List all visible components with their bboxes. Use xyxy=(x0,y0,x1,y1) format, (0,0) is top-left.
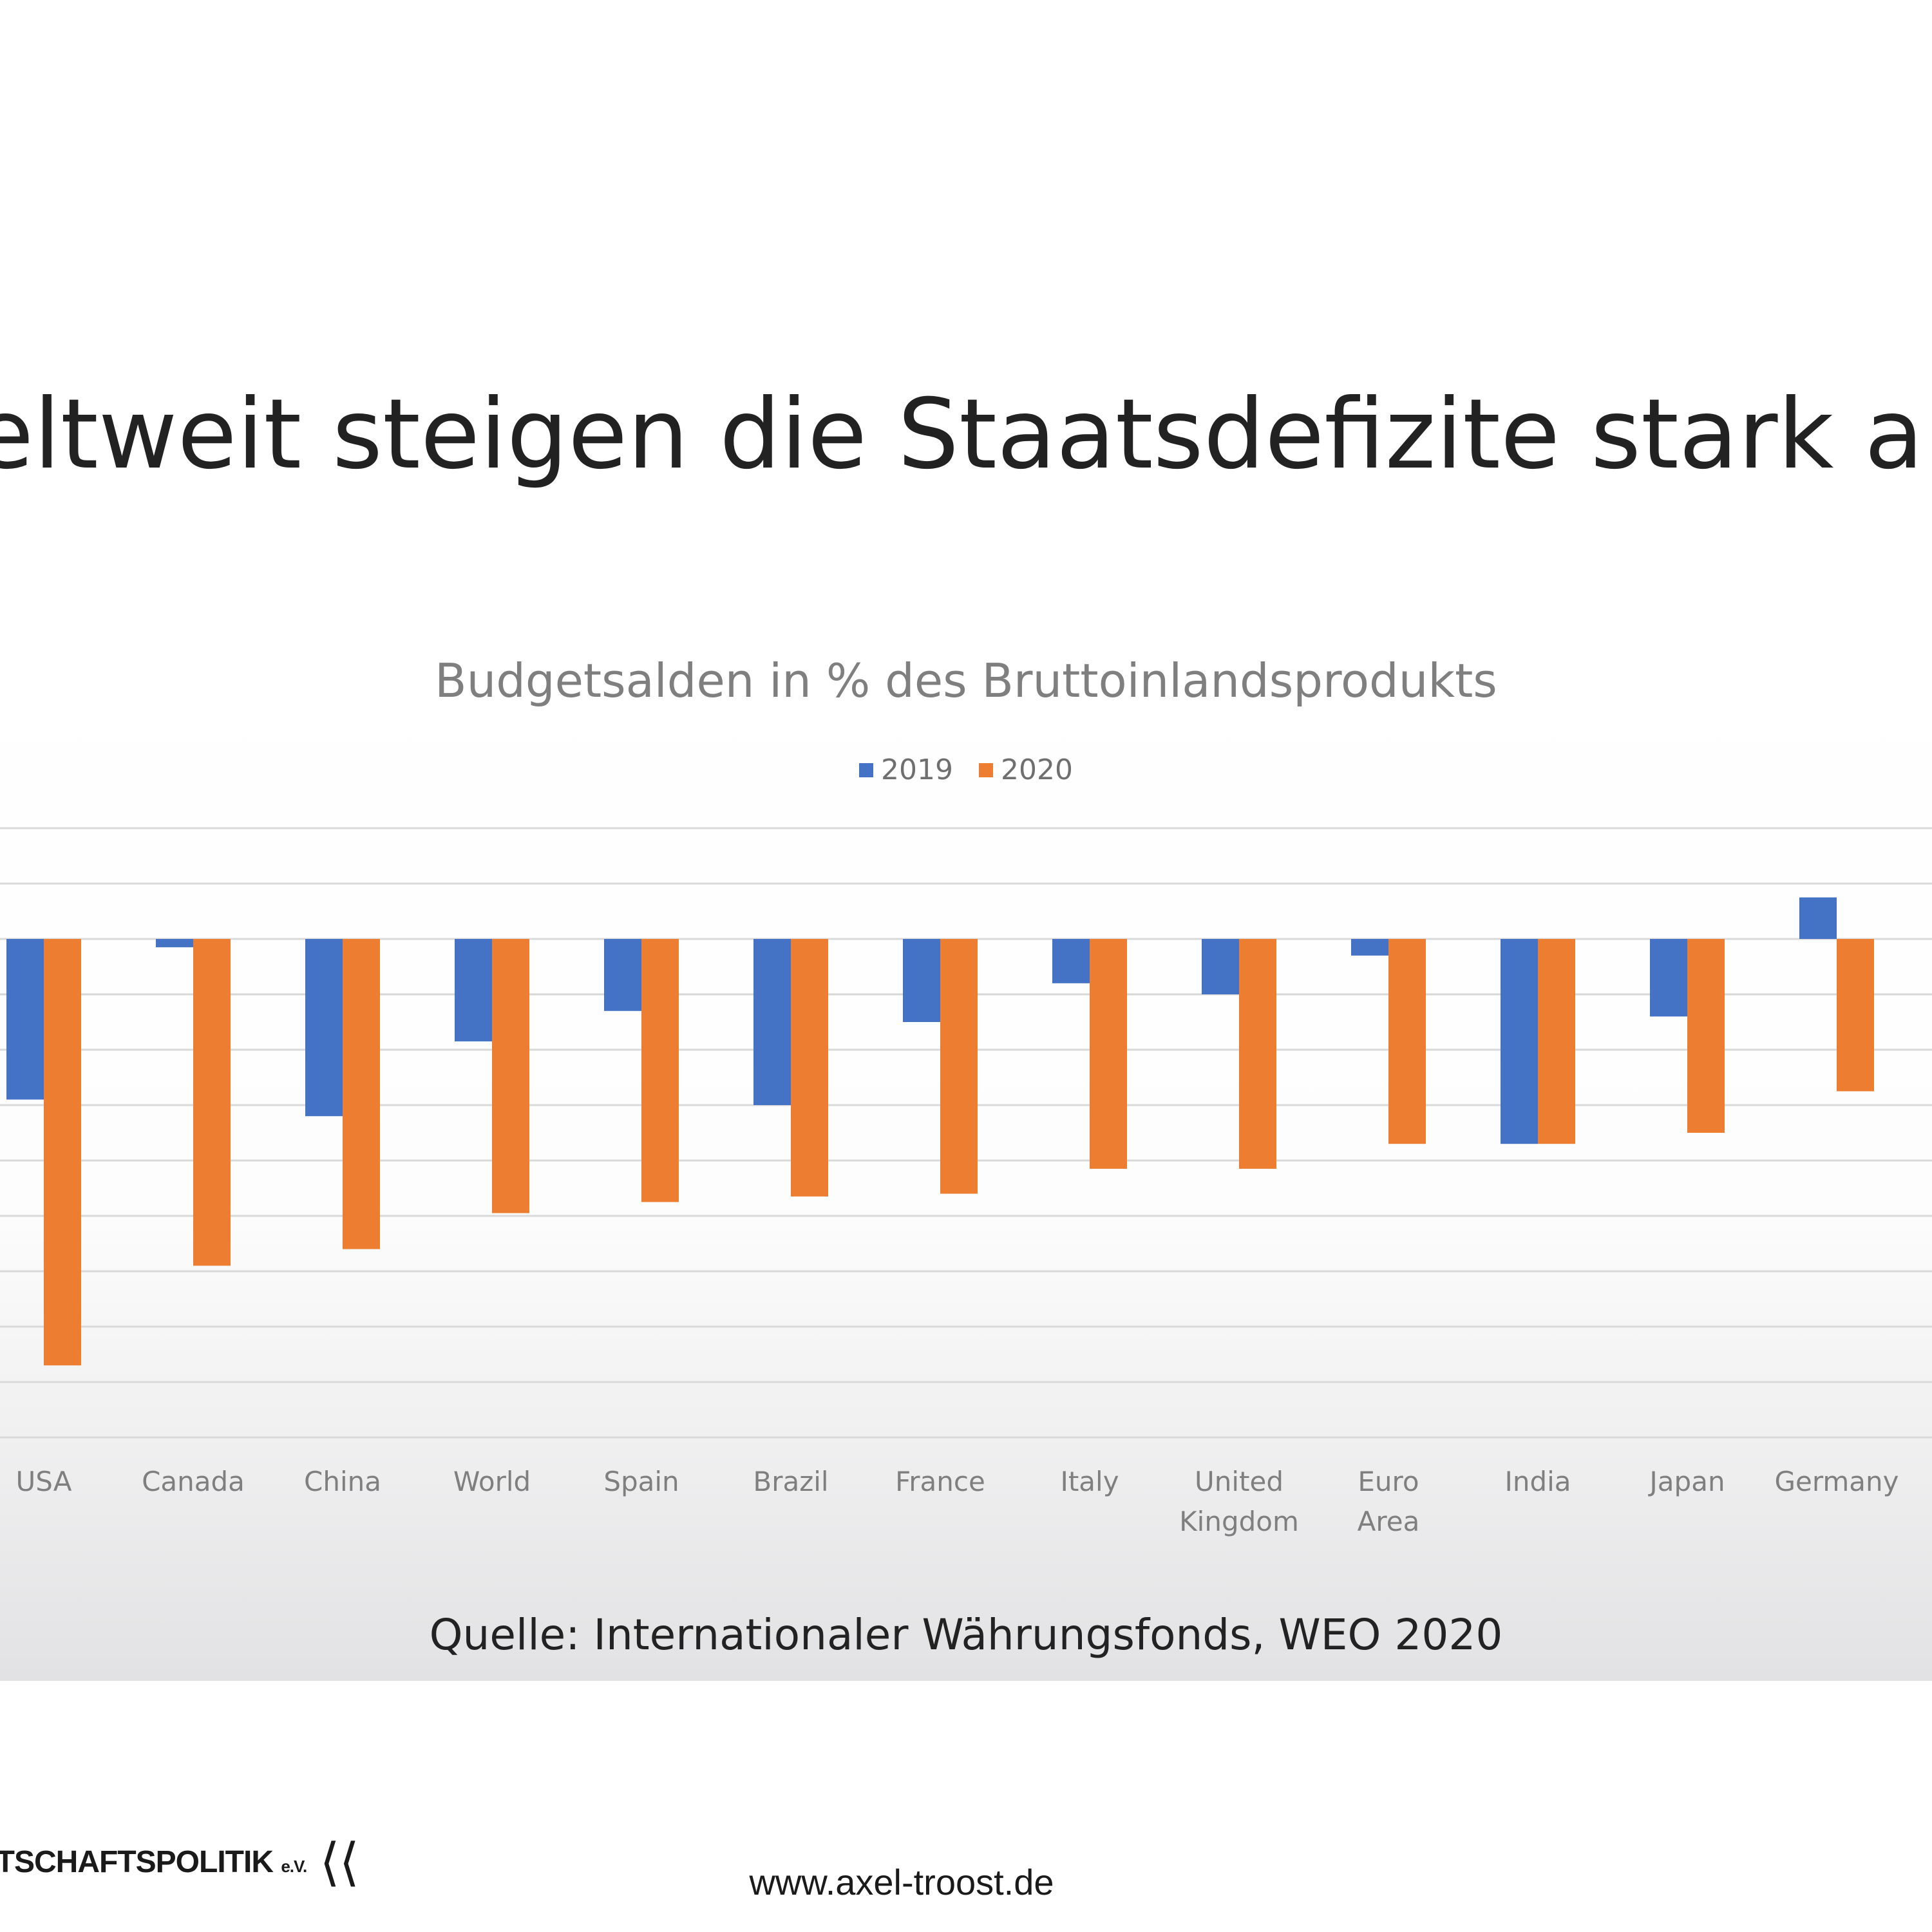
x-tick-label: Brazil xyxy=(753,1466,828,1497)
x-tick-label: France xyxy=(895,1466,985,1497)
source-note: Quelle: Internationaler Währungsfonds, W… xyxy=(429,1610,1503,1660)
bar-2020-brazil xyxy=(791,939,828,1197)
bar-2020-germany xyxy=(1837,939,1874,1092)
bar-2019-germany xyxy=(1799,897,1837,939)
bar-chart: USA Canada China World Spain Brazil France Ital… xyxy=(0,827,1932,1537)
legend-item-2019: 2019 xyxy=(859,753,953,786)
x-tick-label: China xyxy=(304,1466,381,1497)
chart-title: Budgetsalden in % des Bruttoinlandsprodu… xyxy=(435,654,1497,708)
bar-2019-brazil xyxy=(753,939,791,1105)
x-tick-label: World xyxy=(453,1466,531,1497)
x-tick-label: Japan xyxy=(1647,1466,1725,1497)
bar-2020-world xyxy=(492,939,529,1213)
legend-swatch-2019 xyxy=(859,762,874,777)
bar-2019-japan xyxy=(1650,939,1687,1017)
chart-area: USA Canada China World Spain Brazil France Ital… xyxy=(0,618,1932,1681)
x-tick-label: Germany xyxy=(1774,1466,1899,1497)
bar-2020-canada xyxy=(193,939,231,1266)
footer-url: www.axel-troost.de xyxy=(0,1861,1932,1903)
legend-label-2020: 2020 xyxy=(1001,753,1073,786)
bar-2020-united-kingdom xyxy=(1239,939,1276,1169)
bar-2019-euro-area xyxy=(1351,939,1388,956)
bar-2020-china xyxy=(343,939,380,1249)
x-tick-label: India xyxy=(1504,1466,1571,1497)
x-tick-label: Italy xyxy=(1060,1466,1119,1497)
chart-legend: 2019 2020 xyxy=(0,753,1932,786)
x-tick-label: United Kingdom xyxy=(1179,1466,1299,1537)
bar-2020-india xyxy=(1538,939,1575,1144)
bar-2019-france xyxy=(903,939,940,1022)
bar-2019-canada xyxy=(156,939,193,947)
legend-item-2020: 2020 xyxy=(979,753,1073,786)
bar-2020-france xyxy=(940,939,978,1194)
bar-2019-world xyxy=(455,939,492,1042)
bar-2019-spain xyxy=(604,939,641,1011)
x-tick-label: Euro Area xyxy=(1358,1466,1420,1537)
bar-2020-italy xyxy=(1090,939,1127,1169)
legend-label-2019: 2019 xyxy=(881,753,953,786)
x-tick-label: USA xyxy=(16,1466,72,1497)
logo-arrows-icon: ⟨⟨ xyxy=(319,1833,359,1891)
bar-2019-china xyxy=(305,939,343,1117)
bar-2020-euro-area xyxy=(1388,939,1426,1144)
bar-2019-united-kingdom xyxy=(1202,939,1239,994)
footer-logo-text: RTSCHAFTSPOLITIK xyxy=(0,1845,274,1879)
legend-swatch-2020 xyxy=(979,762,993,777)
bar-2020-japan xyxy=(1687,939,1725,1133)
bar-2020-usa xyxy=(44,939,81,1366)
footer-logo-suffix: e.V. xyxy=(281,1857,307,1876)
x-tick-label: Spain xyxy=(603,1466,679,1497)
footer-url-text: www.axel-troost.de xyxy=(749,1862,1054,1902)
bar-2019-italy xyxy=(1052,939,1090,983)
bar-2019-usa xyxy=(6,939,44,1100)
bar-2019-india xyxy=(1501,939,1538,1144)
x-tick-label: Canada xyxy=(142,1466,245,1497)
bar-2020-spain xyxy=(641,939,679,1202)
footer-logo: RTSCHAFTSPOLITIK e.V. ⟨⟨ xyxy=(0,1832,359,1892)
slide-title: eltweit steigen die Staatsdefizite stark… xyxy=(0,379,1932,491)
